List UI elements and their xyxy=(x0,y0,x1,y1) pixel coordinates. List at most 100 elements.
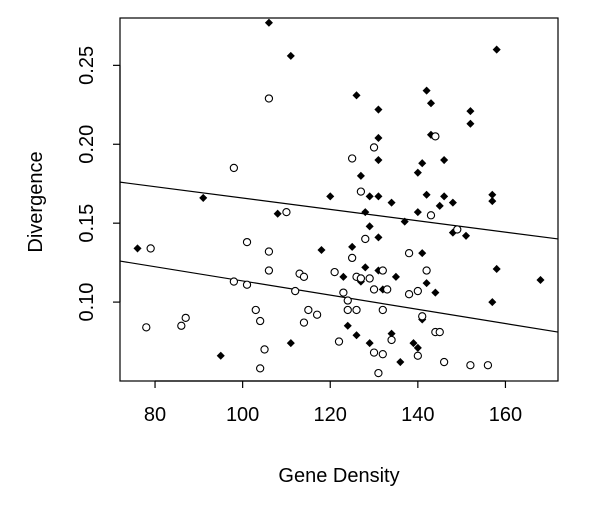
open-circle-point xyxy=(264,247,274,256)
filled-diamond-point xyxy=(466,107,475,116)
filled-diamond-point xyxy=(339,272,348,281)
filled-diamond-point xyxy=(387,198,396,207)
filled-diamond-point xyxy=(352,91,361,100)
filled-diamond-point xyxy=(536,275,545,285)
x-tick-label: 140 xyxy=(401,404,434,426)
filled-diamond-point xyxy=(418,159,427,168)
open-circle-point xyxy=(264,266,274,275)
y-tick-label: 0.15 xyxy=(76,204,98,243)
filled-diamond-point xyxy=(431,288,440,297)
x-axis: 80 100 120 140 160 xyxy=(144,380,522,426)
open-circle-point xyxy=(378,266,387,275)
filled-diamond-point xyxy=(422,86,431,95)
open-circle-point xyxy=(383,285,392,294)
x-tick-label: 80 xyxy=(144,404,166,426)
open-circle-point xyxy=(343,305,352,315)
open-circle-point xyxy=(260,345,269,354)
open-circle-point xyxy=(404,249,414,258)
open-circle-point xyxy=(435,327,444,337)
open-circle-point xyxy=(282,207,291,217)
filled-diamond-point xyxy=(273,209,282,218)
y-tick-label: 0.20 xyxy=(76,125,98,164)
x-tick-label: 160 xyxy=(489,404,522,426)
open-circle-point xyxy=(256,316,265,326)
open-circle-point xyxy=(291,286,300,296)
open-circle-point xyxy=(339,288,348,297)
filled-diamond-point xyxy=(396,358,405,367)
filled-diamond-point xyxy=(374,192,383,201)
open-circle-point xyxy=(181,313,190,323)
filled-diamond-point xyxy=(440,192,449,201)
filled-diamond-point xyxy=(361,208,370,217)
filled-diamond-point xyxy=(435,201,444,210)
filled-diamond-point xyxy=(440,156,449,165)
filled-diamond-point xyxy=(317,245,326,255)
y-tick-label: 0.10 xyxy=(76,283,98,322)
filled-diamond-point xyxy=(374,133,383,142)
open-circle-point xyxy=(251,305,260,315)
open-circle-point xyxy=(413,286,422,296)
x-tick-label: 120 xyxy=(314,404,347,426)
open-circle-point xyxy=(352,305,361,315)
filled-diamond-point xyxy=(488,197,497,206)
open-circle-point xyxy=(483,361,493,370)
filled-diamond-point xyxy=(264,18,273,27)
x-axis-label: Gene Density xyxy=(278,465,399,487)
filled-diamond-point xyxy=(448,198,457,207)
open-circle-point xyxy=(361,234,370,244)
open-circle-point xyxy=(330,267,339,277)
filled-diamond-point xyxy=(413,343,422,352)
x-tick-label: 100 xyxy=(226,404,259,426)
filled-diamond-point xyxy=(361,263,370,272)
filled-diamond-point xyxy=(391,272,400,281)
filled-diamond-point xyxy=(461,231,471,240)
open-circle-point xyxy=(431,132,440,141)
y-axis: 0.10 0.15 0.20 0.25 xyxy=(76,46,121,322)
open-circle-point xyxy=(142,323,151,332)
filled-diamond-point xyxy=(286,339,295,348)
regression-line xyxy=(119,260,559,333)
filled-diamond-point xyxy=(365,222,374,231)
filled-diamond-point xyxy=(492,45,501,54)
open-circle-point xyxy=(418,312,427,321)
filled-diamond-point xyxy=(492,264,501,273)
open-circle-point xyxy=(304,305,313,315)
open-circle-point xyxy=(422,266,431,275)
open-circle-point xyxy=(242,280,252,289)
filled-diamond-point xyxy=(466,119,475,128)
open-circle-point xyxy=(378,305,387,315)
open-circle-point xyxy=(466,361,475,370)
open-circle-point xyxy=(387,335,396,345)
open-circle-point xyxy=(229,163,239,173)
filled-diamond-point xyxy=(326,192,335,201)
open-circle-point xyxy=(256,364,265,373)
open-circle-point xyxy=(177,321,186,330)
filled-diamond-point xyxy=(426,99,436,108)
filled-diamond-point xyxy=(400,217,409,226)
open-circle-point xyxy=(312,310,322,319)
open-circle-point xyxy=(453,225,462,234)
filled-diamond-point xyxy=(422,279,431,288)
open-circle-point xyxy=(374,368,383,378)
filled-diamond-point xyxy=(374,105,383,114)
open-circle-point xyxy=(334,337,344,346)
filled-diamond-point xyxy=(356,171,365,180)
open-circle-point xyxy=(426,211,436,220)
filled-diamond-point xyxy=(199,193,208,202)
filled-diamond-point xyxy=(413,168,422,177)
filled-diamond-point xyxy=(216,351,225,360)
filled-diamond-point xyxy=(488,298,497,307)
open-circle-point xyxy=(356,187,366,196)
open-circle-point xyxy=(356,274,366,283)
open-circle-point xyxy=(347,253,357,263)
regression-line xyxy=(119,181,559,240)
filled-diamond-point xyxy=(374,156,383,165)
open-circle-point xyxy=(378,350,387,359)
open-circle-point xyxy=(146,244,155,253)
filled-diamond-point xyxy=(352,331,361,340)
open-circle-point xyxy=(413,351,422,360)
filled-diamond-point xyxy=(343,321,352,330)
y-tick-label: 0.25 xyxy=(76,46,98,85)
open-circle-point xyxy=(439,357,449,367)
